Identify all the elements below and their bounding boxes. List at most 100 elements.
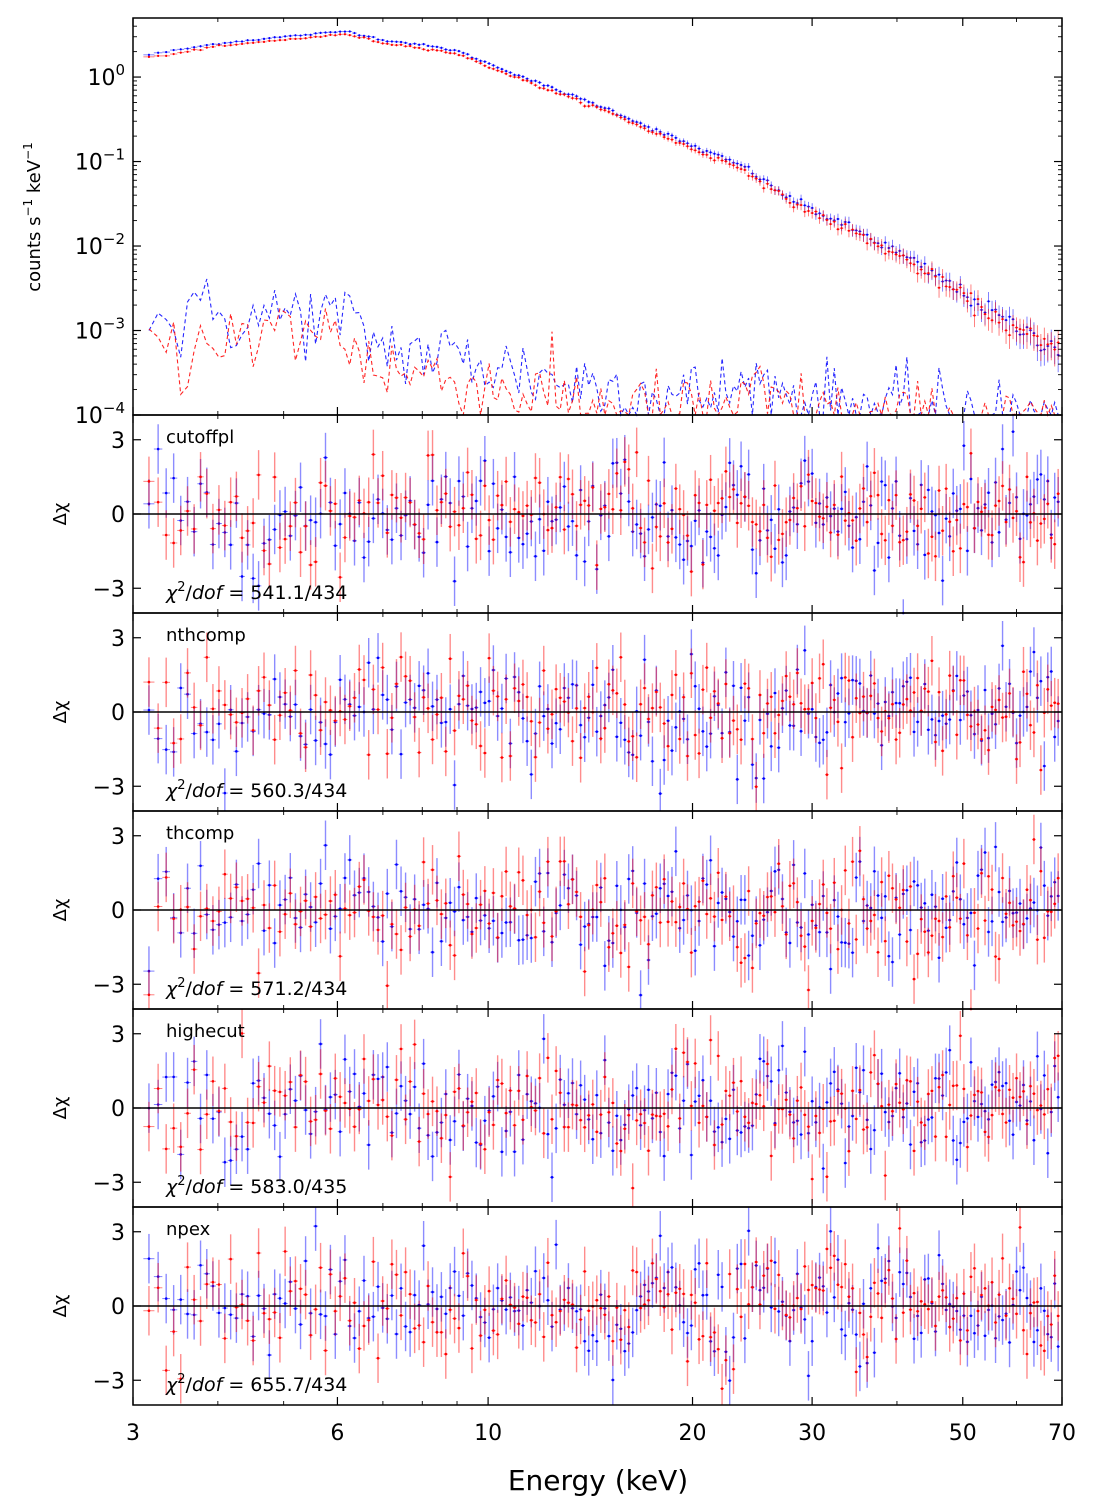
residual-point [705,666,709,669]
residual-point [530,719,533,723]
residual-point [876,541,880,545]
spectrum-point [635,120,638,124]
residual-point [579,915,582,919]
residual-point [829,514,832,518]
residual-point [937,531,941,535]
residual-point [211,707,215,711]
residual-point [894,701,898,705]
residual-point [758,693,762,697]
residual-point [1039,679,1043,683]
residual-point [435,508,439,512]
spectrum-point [348,30,351,33]
residual-point [674,850,678,853]
spectrum-point [172,52,175,56]
residual-point [567,525,570,528]
residual-point [934,555,937,558]
residual-point [666,541,670,544]
residual-point [739,501,743,505]
residual-point [289,876,292,880]
residual-point [662,877,666,881]
spectrum-point [762,178,765,181]
spectrum-point [811,206,814,210]
residual-point [716,702,720,705]
spectrum-point [902,254,905,257]
residual-point [147,969,151,973]
spectrum-point [571,93,574,96]
residual-point [603,703,607,707]
residual-point [299,910,302,913]
residual-point [930,510,934,513]
residual-point [941,579,944,582]
residual-point [651,914,654,918]
residual-point [792,724,795,728]
residual-point [186,500,189,503]
residual-point [583,706,586,710]
residual-point [211,738,215,742]
residual-point [814,924,818,927]
residual-point [674,536,678,539]
residual-point [353,515,356,519]
residual-point [728,495,731,499]
spectrum-point [651,131,654,134]
residual-point [803,707,807,711]
spectrum-point [268,39,271,42]
residual-point [554,518,558,521]
spectrum-point [530,79,533,83]
residual-point [591,486,595,489]
residual-point [262,542,266,545]
residual-point [666,535,670,538]
residual-point [333,719,337,722]
residual-point [1008,488,1011,491]
spectrum-point [418,46,421,49]
residual-point [408,927,412,931]
spectrum-point [435,45,439,48]
residual-point [591,915,595,919]
residual-point [655,525,658,529]
residual-point [550,935,554,938]
spectrum-point [724,160,727,163]
spectrum-point [836,217,840,221]
spectrum-point [157,54,160,58]
residual-point [426,671,430,675]
residual-point [223,524,227,527]
residual-point [773,870,777,873]
residual-point [607,492,611,496]
residual-point [483,889,487,893]
spectrum-point [309,33,312,36]
residual-point [333,893,337,897]
residual-point [754,571,758,575]
residual-point [496,494,499,497]
residual-point [873,569,876,572]
residual-point [299,734,302,738]
residual-point [916,676,919,680]
residual-point [395,685,398,688]
residual-point [873,712,876,715]
spectrum-point [952,288,955,291]
residual-point [919,483,923,487]
residual-point [372,453,375,456]
residual-point [836,915,840,918]
residual-point [262,712,266,715]
residual-point [678,905,682,909]
residual-point [268,926,271,930]
residual-point [851,519,854,522]
residual-point [550,526,554,530]
spectrum-point [559,90,562,93]
residual-point [457,523,461,527]
spectrum-point [521,75,525,78]
residual-point [278,695,282,699]
residual-point [662,882,666,886]
spectrum-point [694,144,697,147]
residual-point [283,691,287,695]
residual-point [376,708,380,711]
spectrum-point [829,217,832,220]
spectrum-point [521,79,525,82]
residual-point [483,914,487,917]
residual-point [457,854,461,858]
residual-point [550,940,554,944]
residual-point [697,501,701,505]
spectrum-point [376,38,380,41]
residual-point [941,897,944,901]
spectrum-point [674,136,677,139]
residual-point [976,874,980,877]
